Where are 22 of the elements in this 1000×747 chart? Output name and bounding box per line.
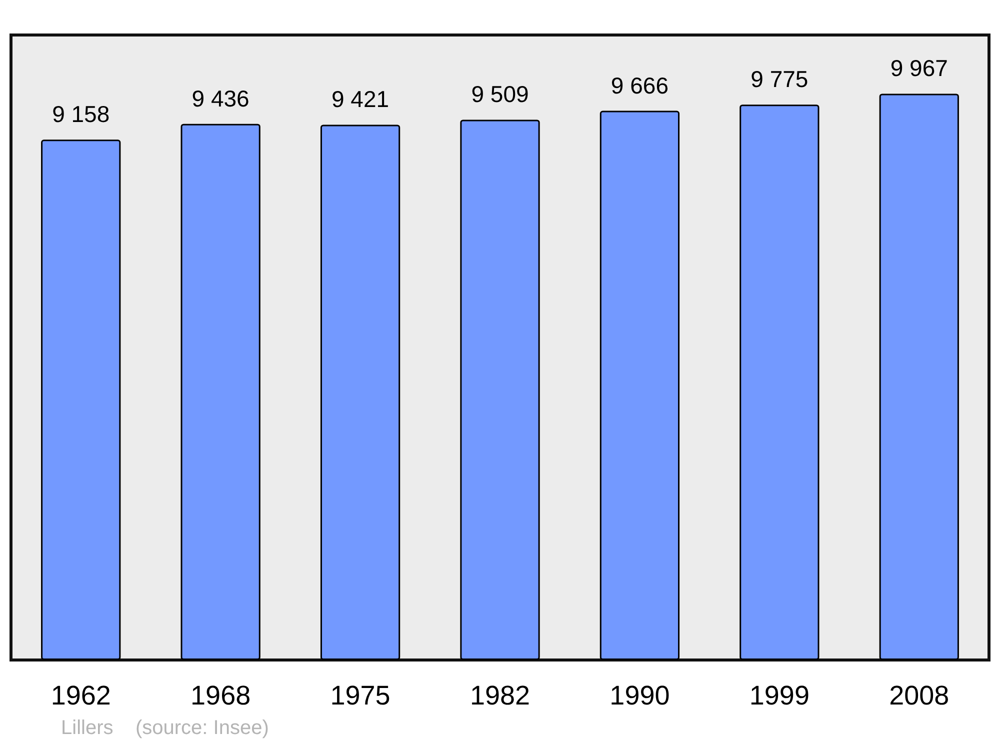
x-tick-label: 1968	[190, 680, 251, 710]
bar	[879, 94, 959, 660]
data-label: 9 666	[610, 72, 668, 98]
text: Lillers (source: Insee)	[61, 717, 269, 739]
x-tick-label: 1982	[470, 680, 530, 710]
data-label: 9 775	[750, 66, 808, 92]
x-tick-label: 2008	[889, 680, 950, 710]
data-label: 9 509	[471, 81, 529, 108]
data-label: 9 158	[52, 101, 110, 128]
bar	[180, 124, 260, 660]
x-tick-label: 1962	[50, 680, 111, 710]
x-tick-label: 1990	[610, 680, 670, 710]
bar	[320, 124, 400, 660]
bar	[460, 120, 540, 660]
data-label: 9 421	[332, 86, 390, 112]
data-label: 9 967	[890, 55, 948, 82]
bar	[600, 110, 680, 660]
bar	[740, 104, 820, 660]
bar	[41, 140, 121, 660]
x-tick-label: 1999	[749, 680, 810, 710]
data-label: 9 436	[192, 85, 250, 112]
x-tick-label: 1975	[330, 680, 390, 710]
